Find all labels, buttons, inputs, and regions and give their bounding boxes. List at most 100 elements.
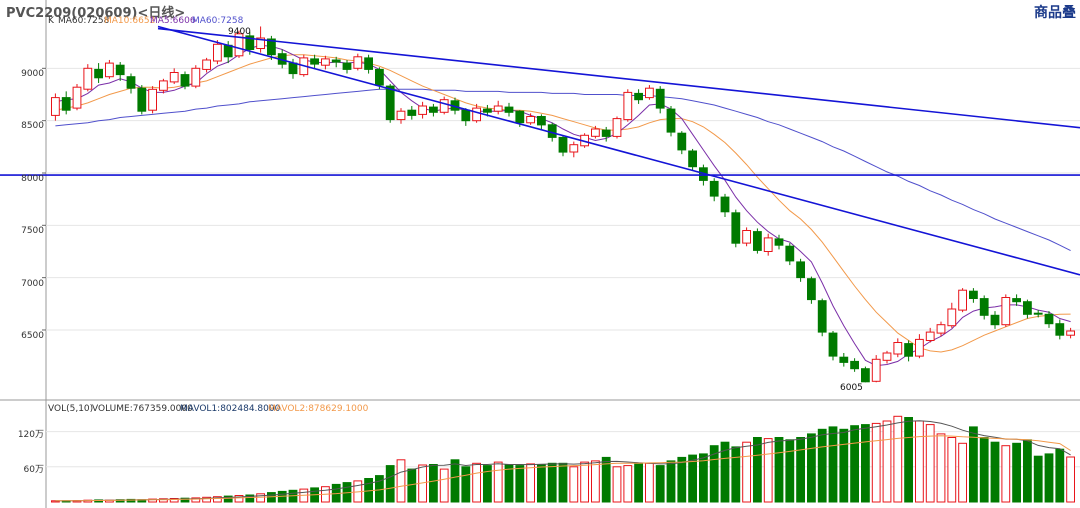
volume-bar — [472, 462, 482, 503]
volume-bar — [547, 462, 557, 503]
candle-body-up — [202, 59, 211, 70]
candle-body-down — [807, 278, 816, 301]
candle — [958, 288, 968, 313]
mavol2-line — [55, 435, 1071, 502]
candle — [418, 101, 428, 119]
candle-body-down — [310, 58, 320, 65]
candle — [893, 338, 903, 358]
vol-y-tick-60w: 60万 — [23, 465, 44, 475]
candle-body-up — [353, 56, 363, 69]
volume-bar — [385, 465, 395, 503]
volume-bar — [169, 498, 179, 503]
candle — [385, 84, 395, 123]
candle — [526, 113, 536, 125]
ma10-line — [55, 54, 1071, 353]
volume-bar — [1033, 455, 1043, 503]
volume-bar — [817, 428, 827, 503]
candle-body-down — [861, 368, 870, 383]
volume-bar — [882, 420, 892, 503]
candle — [936, 321, 946, 337]
volume-bar — [796, 437, 806, 503]
candle-body-down — [515, 110, 525, 124]
candle — [623, 89, 633, 122]
candle — [785, 243, 795, 266]
volume-bar — [612, 466, 622, 503]
candle-body-down — [1033, 312, 1043, 315]
candle-body-down — [634, 92, 644, 101]
candle — [1023, 299, 1032, 319]
candle — [493, 100, 503, 115]
candle-body-up — [169, 72, 179, 83]
candle — [439, 96, 449, 115]
candle — [774, 234, 784, 250]
volume-bar — [774, 437, 784, 503]
candle-body-down — [126, 76, 136, 89]
volume-bar — [709, 445, 719, 503]
volume-bar — [569, 466, 579, 503]
candle — [342, 59, 352, 74]
candle-body-down — [688, 150, 698, 168]
candle-body-down — [666, 108, 676, 133]
volume-bar — [785, 439, 795, 503]
candle — [645, 85, 654, 100]
candle-body-up — [418, 105, 428, 115]
volume-bar — [537, 464, 546, 503]
volume-bar — [990, 441, 1000, 503]
volume-bar — [234, 495, 244, 503]
candle-body-down — [1044, 313, 1054, 325]
candle — [126, 73, 136, 94]
y-tick-7000: 7000 — [21, 279, 44, 289]
candle-body-down — [601, 129, 611, 137]
candle-body-down — [979, 298, 989, 316]
volume-bar — [677, 456, 687, 503]
y-tick-9000: 9000 — [21, 69, 44, 79]
candle-body-down — [817, 300, 827, 333]
candle — [828, 331, 838, 361]
candle-body-up — [958, 289, 968, 311]
candle — [720, 193, 730, 217]
volume-bar — [515, 465, 525, 503]
volume-bar — [699, 453, 708, 503]
candle — [817, 298, 827, 337]
candle-body-up — [763, 237, 773, 252]
candle — [915, 334, 924, 359]
candle-body-down — [245, 35, 255, 51]
ma60-indicator-value: MA60:7258 — [58, 16, 110, 26]
candle-body-up — [569, 144, 579, 153]
candle-body-up — [234, 33, 244, 57]
volume-bar — [159, 498, 168, 503]
candle-body-up — [915, 338, 924, 357]
volume-bar — [958, 442, 968, 503]
volume-indicator-value: VOLUME:767359.0000 — [92, 404, 193, 414]
k-indicator-label: K — [48, 16, 54, 26]
candle — [731, 209, 741, 248]
candle — [321, 55, 330, 70]
candle — [472, 103, 482, 123]
candle-body-down — [407, 109, 417, 116]
candle-body-down — [969, 290, 978, 300]
volume-bar — [461, 466, 471, 503]
candle-body-up — [612, 118, 622, 137]
candle-body-up — [105, 62, 114, 78]
candle — [331, 56, 341, 68]
volume-bar — [871, 422, 881, 503]
trend-lines-layer — [0, 25, 1080, 276]
trend-line — [157, 27, 1080, 129]
volume-bar — [429, 464, 438, 503]
volume-bars-layer — [51, 415, 1075, 503]
candle — [753, 228, 762, 254]
candle-body-down — [828, 332, 838, 357]
candle-body-down — [267, 38, 276, 56]
candle — [601, 126, 611, 142]
volume-bar — [688, 454, 698, 503]
candle — [148, 86, 157, 114]
candle-body-up — [439, 99, 449, 113]
candle-body-up — [591, 128, 600, 137]
candle-body-down — [839, 356, 849, 363]
volume-bar — [191, 497, 201, 503]
candle — [429, 103, 438, 117]
volume-bar — [439, 468, 449, 503]
candle — [234, 30, 244, 58]
candle-body-down — [342, 62, 352, 70]
